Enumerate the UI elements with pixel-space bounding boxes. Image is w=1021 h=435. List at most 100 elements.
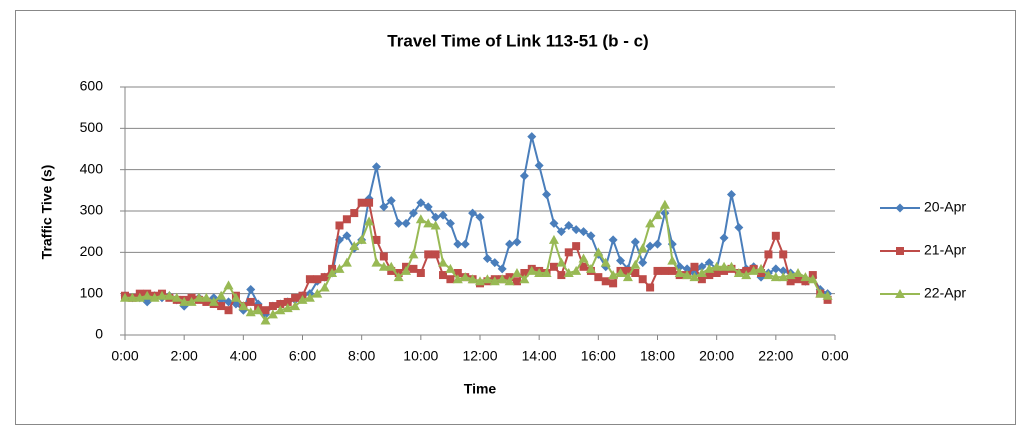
- data-point: [519, 274, 530, 284]
- data-point: [304, 292, 315, 302]
- data-point: [511, 268, 522, 277]
- data-point: [305, 275, 314, 284]
- data-point: [571, 225, 581, 235]
- data-point: [320, 273, 329, 282]
- data-point: [646, 283, 655, 292]
- data-point: [520, 269, 529, 277]
- data-point: [645, 218, 656, 228]
- data-point: [770, 272, 781, 282]
- data-point: [719, 233, 729, 243]
- data-point: [246, 297, 255, 306]
- data-point: [416, 198, 426, 208]
- data-point: [409, 264, 418, 273]
- x-tick-label: 0:00: [821, 348, 848, 364]
- data-point: [142, 290, 153, 300]
- data-point: [564, 248, 573, 257]
- x-tick-label: 14:00: [522, 348, 557, 364]
- data-point: [475, 212, 485, 222]
- data-point: [697, 275, 706, 284]
- data-point: [778, 266, 788, 276]
- x-tick-label: 10:00: [403, 348, 438, 364]
- data-point: [637, 243, 648, 253]
- chart-border: [15, 10, 1016, 425]
- data-point: [378, 261, 389, 271]
- data-point: [431, 212, 441, 222]
- x-tick-label: 2:00: [171, 348, 198, 364]
- chart-title: Travel Time of Link 113-51 (b - c): [387, 31, 648, 50]
- data-point: [468, 208, 478, 218]
- x-tick-label: 12:00: [462, 348, 497, 364]
- data-point: [356, 234, 367, 244]
- data-point: [638, 275, 647, 284]
- legend-label: 22-Apr: [924, 285, 966, 301]
- data-point: [541, 268, 552, 277]
- data-point: [453, 239, 463, 249]
- data-point: [578, 253, 589, 263]
- data-point: [763, 270, 774, 280]
- data-point: [697, 262, 707, 272]
- data-point: [202, 297, 211, 306]
- data-point: [497, 264, 507, 274]
- data-point: [807, 274, 818, 284]
- data-point: [771, 231, 780, 240]
- data-point: [408, 208, 418, 218]
- data-point: [733, 268, 744, 277]
- data-point: [660, 266, 669, 275]
- data-point: [630, 237, 640, 247]
- data-point: [349, 241, 360, 251]
- data-point: [534, 268, 545, 277]
- x-tick-label: 16:00: [581, 348, 616, 364]
- data-point: [365, 198, 374, 207]
- data-point: [793, 268, 804, 277]
- data-point: [696, 268, 707, 277]
- data-point: [638, 258, 648, 268]
- data-point: [423, 202, 433, 212]
- data-point: [393, 272, 404, 282]
- data-point: [527, 132, 537, 142]
- data-point: [379, 202, 389, 212]
- data-point: [526, 265, 537, 275]
- data-point: [512, 277, 521, 286]
- data-point: [757, 269, 766, 277]
- data-point: [593, 247, 604, 257]
- data-point: [253, 305, 264, 315]
- data-point: [446, 275, 455, 284]
- data-point: [667, 255, 678, 265]
- data-point: [800, 272, 811, 282]
- data-point: [290, 301, 301, 311]
- data-point: [585, 263, 596, 273]
- data-point: [572, 242, 581, 251]
- data-point: [504, 276, 515, 286]
- data-point: [815, 288, 826, 298]
- x-tick-label: 0:00: [111, 348, 138, 364]
- data-point: [726, 261, 737, 271]
- x-axis-title: Time: [464, 381, 497, 397]
- data-point: [548, 234, 559, 244]
- data-point: [579, 262, 588, 271]
- data-point: [439, 271, 448, 280]
- data-point: [276, 300, 285, 308]
- data-point: [741, 270, 752, 280]
- data-point: [171, 292, 182, 302]
- data-point: [431, 250, 440, 259]
- data-point: [608, 235, 618, 245]
- data-point: [291, 293, 300, 302]
- y-tick-label: 200: [80, 243, 104, 259]
- data-point: [120, 292, 130, 302]
- data-point: [408, 249, 419, 259]
- y-tick-label: 0: [95, 326, 103, 342]
- data-point: [534, 161, 544, 171]
- data-point: [283, 297, 292, 306]
- data-point: [268, 302, 277, 311]
- x-tick-label: 22:00: [758, 348, 793, 364]
- legend-marker: [896, 247, 904, 255]
- data-point: [630, 259, 641, 269]
- data-point: [238, 301, 249, 311]
- data-point: [371, 257, 382, 267]
- data-point: [653, 266, 662, 275]
- y-tick-label: 600: [80, 78, 104, 94]
- data-point: [786, 277, 795, 286]
- data-point: [438, 257, 449, 267]
- data-point: [512, 237, 522, 247]
